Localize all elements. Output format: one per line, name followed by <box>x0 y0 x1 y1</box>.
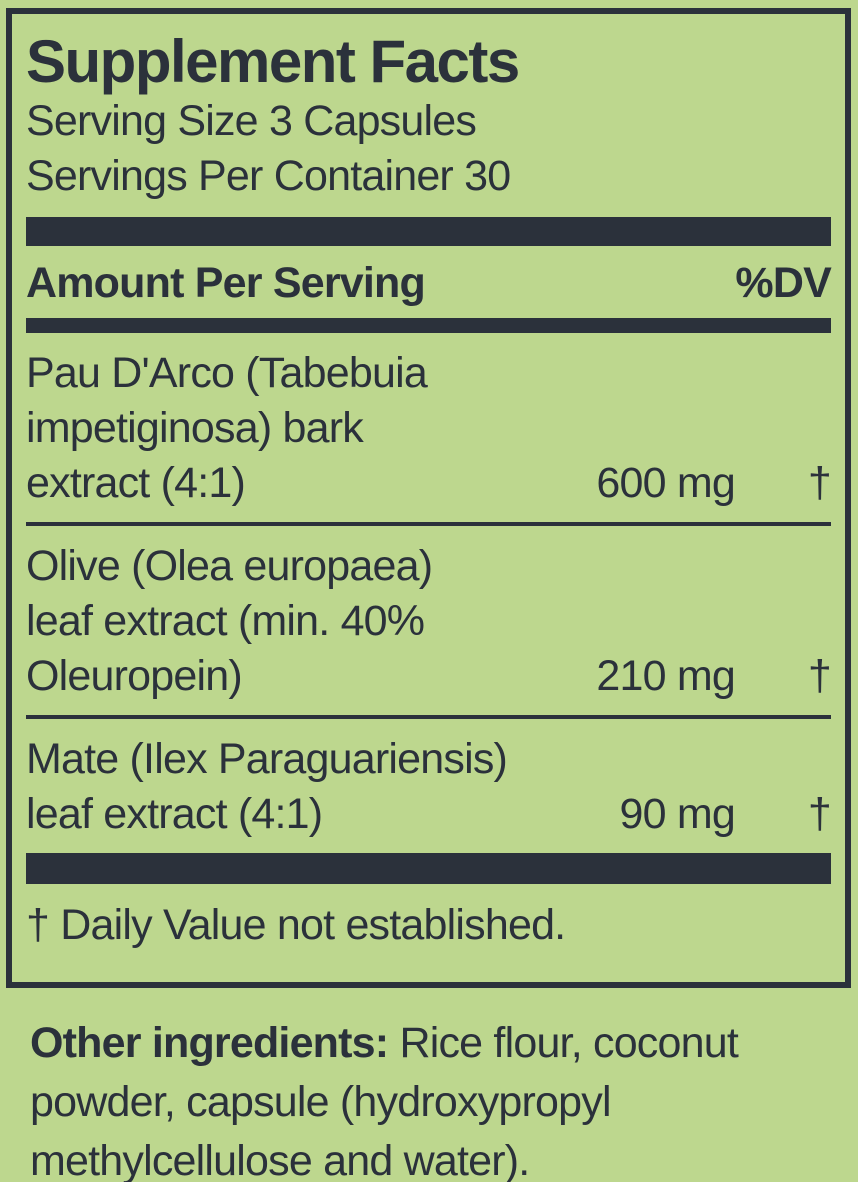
ingredient-dv: † <box>807 790 832 838</box>
ingredient-amount: 90 mg <box>619 790 735 838</box>
ingredient-line: Olive (Olea europaea) <box>26 542 433 590</box>
ingredient-row-olive: Olive (Olea europaea) leaf extract (min.… <box>26 526 832 715</box>
row-separator <box>26 522 831 526</box>
ingredient-row-pau-darco: Pau D'Arco (Tabebuia impetiginosa) bark … <box>26 333 832 522</box>
ingredient-line: extract (4:1) <box>26 459 246 507</box>
other-ingredients-line: Other ingredients: Rice flour, coconut <box>30 1014 838 1073</box>
other-ingredients-line: methylcellulose and water). <box>30 1137 530 1182</box>
ingredient-amount: 600 mg <box>596 459 735 507</box>
row-separator <box>26 715 831 719</box>
dv-column-label: %DV <box>735 259 831 307</box>
panel-title: Supplement Facts <box>26 28 520 95</box>
ingredient-line: impetiginosa) bark <box>26 404 364 452</box>
ingredient-line: leaf extract (min. 40% <box>26 597 425 645</box>
column-header-row: Amount Per Serving %DV <box>26 246 832 318</box>
separator-bar-bottom <box>26 853 831 884</box>
servings-per-container: Servings Per Container 30 <box>26 152 511 200</box>
amount-per-serving-label: Amount Per Serving <box>26 259 426 307</box>
separator-bar-top <box>26 217 831 246</box>
ingredient-line: Pau D'Arco (Tabebuia <box>26 349 428 397</box>
ingredient-dv: † <box>807 652 832 700</box>
separator-bar-header <box>26 318 831 333</box>
other-ingredients: Other ingredients: Rice flour, coconut p… <box>30 1014 838 1182</box>
ingredient-amount: 210 mg <box>596 652 735 700</box>
other-ingredients-label: Other ingredients: <box>30 1019 389 1067</box>
other-ingredients-line: powder, capsule (hydroxypropyl <box>30 1078 612 1126</box>
ingredient-row-mate: Mate (Ilex Paraguariensis) leaf extract … <box>26 719 832 853</box>
supplement-facts-panel: Supplement Facts Serving Size 3 Capsules… <box>6 8 851 988</box>
serving-size: Serving Size 3 Capsules <box>26 97 477 145</box>
daily-value-footnote: † Daily Value not established. <box>26 901 566 949</box>
ingredient-line: Oleuropein) <box>26 652 243 700</box>
other-ingredients-text: Rice flour, coconut <box>388 1019 739 1067</box>
ingredient-line: leaf extract (4:1) <box>26 790 323 838</box>
ingredient-dv: † <box>807 459 832 507</box>
ingredient-line: Mate (Ilex Paraguariensis) <box>26 735 508 783</box>
